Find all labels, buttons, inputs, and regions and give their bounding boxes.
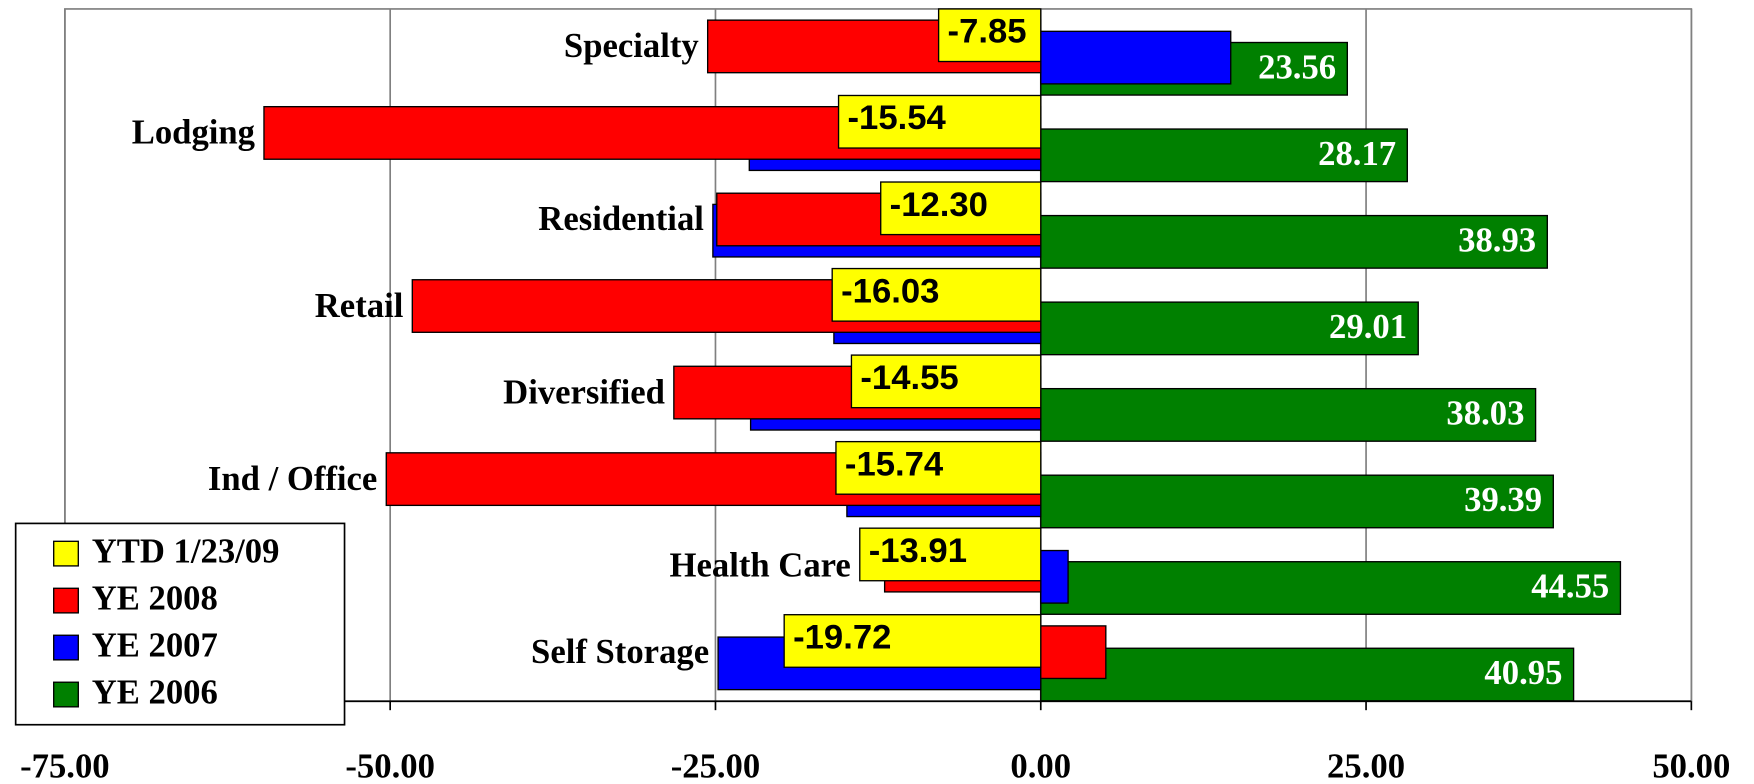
category-label: Health Care xyxy=(670,546,851,584)
category-label: Retail xyxy=(315,287,404,325)
data-label: 39.39 xyxy=(1464,481,1542,519)
bar xyxy=(1040,625,1107,680)
data-label: -15.74 xyxy=(845,445,944,483)
bar xyxy=(1040,647,1575,702)
legend-label: YTD 1/23/09 xyxy=(92,533,280,571)
legend: YTD 1/23/09 YE 2008 YE 2007 YE 2006 xyxy=(14,522,346,726)
category-label: Self Storage xyxy=(531,633,709,671)
bar xyxy=(1040,561,1622,615)
legend-swatch xyxy=(53,540,79,567)
legend-label: YE 2008 xyxy=(92,580,218,618)
data-label: -16.03 xyxy=(841,272,939,310)
bar xyxy=(783,614,1042,668)
category-label: Residential xyxy=(538,200,704,238)
data-label: 28.17 xyxy=(1318,135,1396,173)
bar xyxy=(880,181,1042,236)
bar xyxy=(937,8,1042,63)
data-label: -13.91 xyxy=(869,532,967,570)
data-label: -12.30 xyxy=(890,186,988,224)
category-label: Diversified xyxy=(503,373,665,411)
bar xyxy=(831,267,1042,322)
x-tick-label: -75.00 xyxy=(20,747,110,784)
data-label: 38.93 xyxy=(1458,221,1536,259)
bar xyxy=(850,354,1042,409)
data-label: 23.56 xyxy=(1258,48,1336,86)
data-label: 44.55 xyxy=(1531,568,1609,606)
x-tick-label: -50.00 xyxy=(345,747,435,784)
legend-label: YE 2006 xyxy=(92,674,218,712)
x-tick-label: -25.00 xyxy=(671,747,761,784)
legend-swatch xyxy=(53,587,79,614)
x-tick-label: 0.00 xyxy=(1010,747,1071,784)
bar xyxy=(835,440,1042,495)
legend-swatch xyxy=(53,681,79,708)
bar xyxy=(1040,549,1069,604)
data-label: -7.85 xyxy=(948,13,1027,51)
bar xyxy=(1040,214,1548,269)
category-label: Specialty xyxy=(564,27,699,65)
bar xyxy=(1040,474,1554,529)
x-tick-label: 50.00 xyxy=(1652,747,1730,784)
category-label: Lodging xyxy=(132,114,255,152)
bar xyxy=(1040,30,1232,85)
data-label: -15.54 xyxy=(848,99,947,137)
data-label: 29.01 xyxy=(1329,308,1407,346)
data-label: 38.03 xyxy=(1446,395,1524,433)
legend-label: YE 2007 xyxy=(92,627,218,665)
category-label: Ind / Office xyxy=(208,460,377,498)
x-tick-label: 25.00 xyxy=(1327,747,1405,784)
data-label: -14.55 xyxy=(860,359,958,397)
bar xyxy=(837,94,1042,149)
bar xyxy=(1040,387,1537,442)
bar xyxy=(1040,301,1419,356)
data-label: -19.72 xyxy=(793,618,891,656)
data-label: 40.95 xyxy=(1484,654,1562,692)
bar xyxy=(859,527,1042,582)
legend-swatch xyxy=(53,634,79,661)
